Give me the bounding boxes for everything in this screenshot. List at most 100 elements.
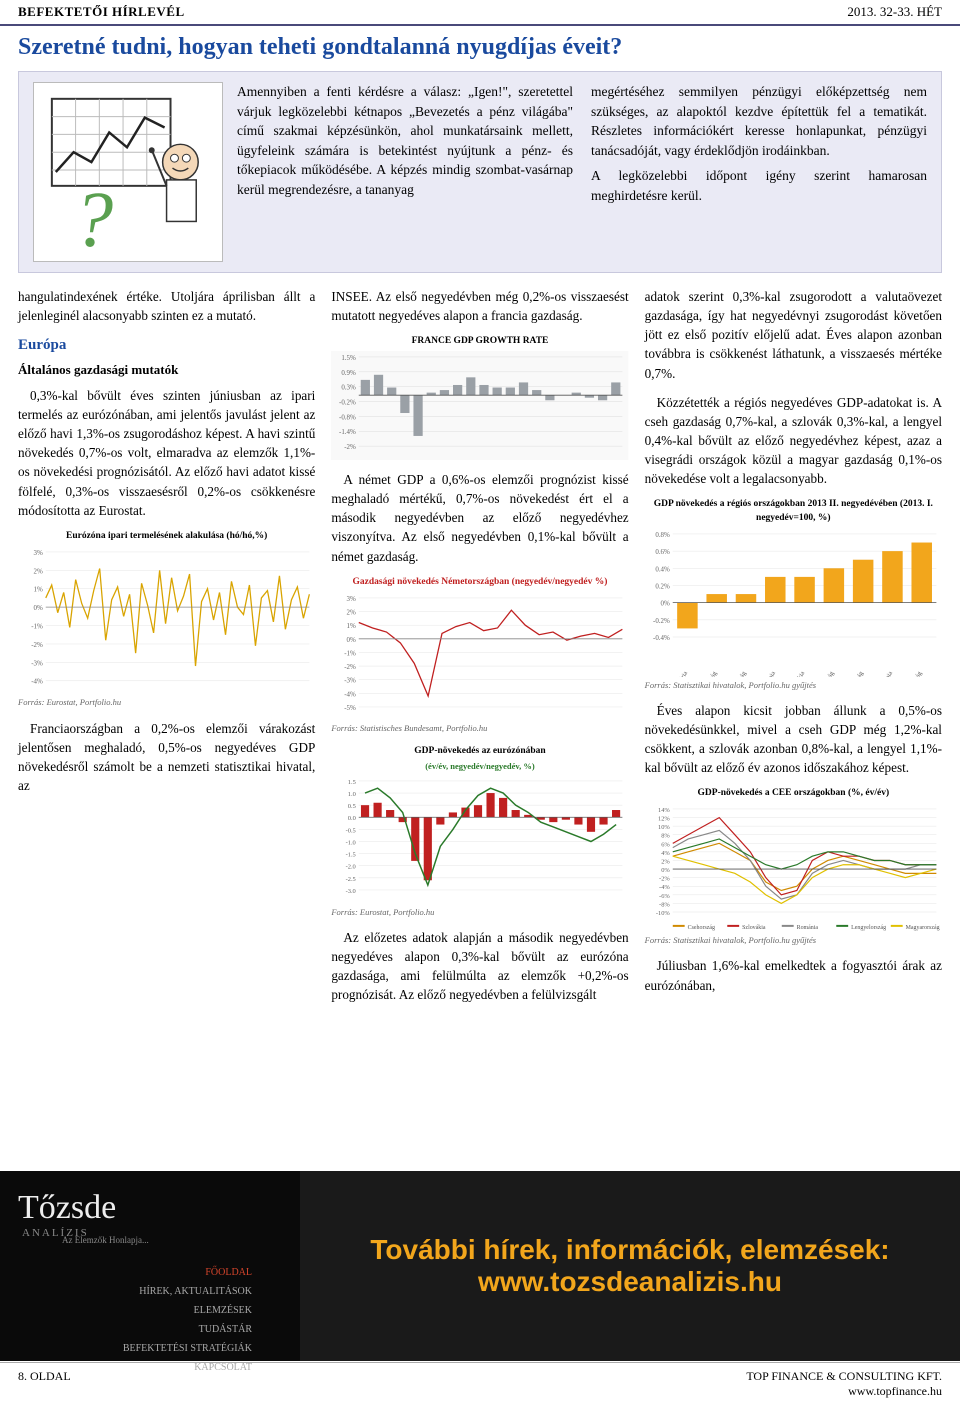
eurozone-chart-source: Forrás: Eurostat, Portfolio.hu [331, 906, 628, 918]
feature-text: Amennyiben a fenti kérdésre a válasz: „I… [237, 82, 927, 262]
svg-text:-2.5: -2.5 [346, 876, 356, 883]
issue-week: 2013. 32-33. HÉT [847, 4, 942, 20]
cee-chart: GDP-növekedés a CEE országokban (%, év/é… [645, 787, 942, 946]
feature-cartoon: ? [33, 82, 223, 262]
germany-chart: Gazdasági növekedés Németországban (negy… [331, 576, 628, 735]
svg-text:-2%: -2% [345, 444, 357, 451]
feature-p2: megértéséhez semmilyen pénzügyi előképze… [591, 82, 927, 160]
eurozone-chart: GDP-növekedés az eurózónában (év/év, neg… [331, 745, 628, 918]
page-footer: 8. OLDAL TOP FINANCE & CONSULTING KFT. w… [0, 1362, 960, 1405]
svg-text:2%: 2% [661, 859, 670, 866]
svg-text:0.8%: 0.8% [655, 532, 670, 539]
svg-text:Szlovákia: Szlovákia [742, 925, 766, 931]
cee-chart-title: GDP-növekedés a CEE országokban (%, év/é… [645, 787, 942, 801]
footer-company-url[interactable]: www.topfinance.hu [746, 1384, 942, 1399]
eurozone-chart-title: GDP-növekedés az eurózónában [331, 745, 628, 759]
svg-text:0.0: 0.0 [348, 815, 356, 822]
svg-text:0.6%: 0.6% [655, 549, 670, 556]
c2-p3: Az előzetes adatok alapján a második neg… [331, 928, 628, 1005]
svg-text:-8%: -8% [659, 902, 670, 909]
banner-menu-item[interactable]: BEFEKTETÉSI STRATÉGIÁK [18, 1339, 282, 1358]
c3-p4: Júliusban 1,6%-kal emelkedtek a fogyaszt… [645, 956, 942, 994]
germany-chart-title: Gazdasági növekedés Németországban (negy… [331, 576, 628, 590]
newsletter-name: BEFEKTETŐI HÍRLEVÉL [18, 4, 185, 20]
svg-text:6%: 6% [661, 842, 670, 849]
svg-text:0.4%: 0.4% [655, 566, 670, 573]
banner-logo-title: Tőzsde [18, 1189, 282, 1227]
feature-box: ? Amennyiben a fenti kérdésre a válasz: … [18, 71, 942, 273]
svg-text:-2%: -2% [345, 664, 357, 671]
svg-text:-2.0: -2.0 [346, 863, 356, 870]
svg-text:-1%: -1% [31, 623, 43, 630]
svg-text:-2%: -2% [659, 876, 670, 883]
svg-text:2%: 2% [34, 568, 43, 575]
svg-text:-1.0: -1.0 [346, 839, 356, 846]
svg-text:?: ? [74, 177, 114, 261]
svg-text:1.5%: 1.5% [342, 355, 357, 362]
svg-text:0.2%: 0.2% [655, 583, 670, 590]
svg-text:8%: 8% [661, 833, 670, 840]
svg-text:3%: 3% [34, 550, 43, 557]
banner-menu-item[interactable]: ELEMZÉSEK [18, 1301, 282, 1320]
regional-chart-title: GDP növekedés a régiós országokban 2013 … [645, 498, 942, 526]
svg-text:-6%: -6% [659, 893, 670, 900]
banner-logo-sub2: Az Elemzők Honlapja... [62, 1235, 282, 1245]
banner-menu-item[interactable]: FŐOLDAL [18, 1263, 282, 1282]
c1-p3: Franciaországban a 0,2%-os elemzői várak… [18, 719, 315, 796]
c3-p1: adatok szerint 0,3%-kal zsugorodott a va… [645, 287, 942, 383]
svg-text:-0.4%: -0.4% [653, 635, 670, 642]
svg-text:Csehország: Csehország [687, 925, 714, 931]
svg-text:1%: 1% [347, 623, 356, 630]
svg-text:10%: 10% [658, 824, 670, 831]
regional-chart-source: Forrás: Statisztikai hivatalok, Portfoli… [645, 679, 942, 691]
svg-text:0%: 0% [34, 605, 43, 612]
industrial-chart-title: Eurózóna ipari termelésének alakulása (h… [18, 530, 315, 544]
svg-text:-1%: -1% [345, 650, 357, 657]
feature-p3: A legközelebbi időpont igény szerint ham… [591, 166, 927, 205]
c3-p3: Éves alapon kicsit jobban állunk a 0,5%-… [645, 701, 942, 778]
svg-text:Lengyelország: Lengyelország [851, 925, 886, 931]
svg-text:4%: 4% [661, 850, 670, 857]
svg-text:-4%: -4% [31, 678, 43, 685]
banner-right-line2[interactable]: www.tozsdeanalizis.hu [478, 1266, 782, 1298]
svg-text:-2%: -2% [31, 642, 43, 649]
svg-text:-0.2%: -0.2% [653, 618, 670, 625]
banner-right: További hírek, információk, elemzések: w… [300, 1171, 960, 1361]
france-chart: FRANCE GDP GROWTH RATE -2%-1.4%-0.8%-0.2… [331, 335, 628, 460]
industrial-chart: Eurózóna ipari termelésének alakulása (h… [18, 530, 315, 709]
column-3: adatok szerint 0,3%-kal zsugorodott a va… [645, 287, 942, 1014]
svg-text:-3%: -3% [31, 660, 43, 667]
svg-text:Magyarország: Magyarország [905, 925, 939, 931]
svg-text:1%: 1% [34, 586, 43, 593]
article-title: Szeretné tudni, hogyan teheti gondtalann… [0, 26, 960, 67]
c1-h4: Európa [18, 335, 315, 357]
svg-text:-3.0: -3.0 [346, 888, 356, 895]
c1-p2: 0,3%-kal bővült éves szinten júniusban a… [18, 386, 315, 520]
svg-text:1.0: 1.0 [348, 791, 356, 798]
svg-text:-0.5: -0.5 [346, 827, 356, 834]
eurozone-chart-sub: (év/év, negyedév/negyedév, %) [331, 760, 628, 772]
svg-text:-5%: -5% [345, 704, 357, 711]
footer-company-name: TOP FINANCE & CONSULTING KFT. [746, 1369, 942, 1384]
banner-menu-item[interactable]: HÍREK, AKTUALITÁSOK [18, 1282, 282, 1301]
column-2: INSEE. Az első negyedévben még 0,2%-os v… [331, 287, 628, 1014]
svg-text:2%: 2% [347, 609, 356, 616]
svg-text:0.5: 0.5 [348, 803, 356, 810]
c3-p2: Közzétették a régiós negyedéves GDP-adat… [645, 393, 942, 489]
banner-right-line1: További hírek, információk, elemzések: [370, 1234, 889, 1266]
svg-text:-0.8%: -0.8% [339, 414, 356, 421]
cee-chart-source: Forrás: Statisztikai hivatalok, Portfoli… [645, 934, 942, 946]
feature-p1: Amennyiben a fenti kérdésre a válasz: „I… [237, 82, 573, 199]
column-1: hangulatindexének értéke. Utoljára ápril… [18, 287, 315, 1014]
svg-text:0.3%: 0.3% [342, 385, 357, 392]
svg-text:0%: 0% [347, 636, 356, 643]
svg-text:1.5: 1.5 [348, 779, 356, 786]
c2-p1: INSEE. Az első negyedévben még 0,2%-os v… [331, 287, 628, 325]
svg-text:0.9%: 0.9% [342, 370, 357, 377]
footer-company: TOP FINANCE & CONSULTING KFT. www.topfin… [746, 1369, 942, 1399]
banner-menu-item[interactable]: TUDÁSTÁR [18, 1320, 282, 1339]
svg-text:-4%: -4% [345, 691, 357, 698]
regional-chart: GDP növekedés a régiós országokban 2013 … [645, 498, 942, 691]
svg-text:0%: 0% [660, 601, 669, 608]
promo-banner: Tőzsde ANALÍZIS Az Elemzők Honlapja... F… [0, 1171, 960, 1361]
